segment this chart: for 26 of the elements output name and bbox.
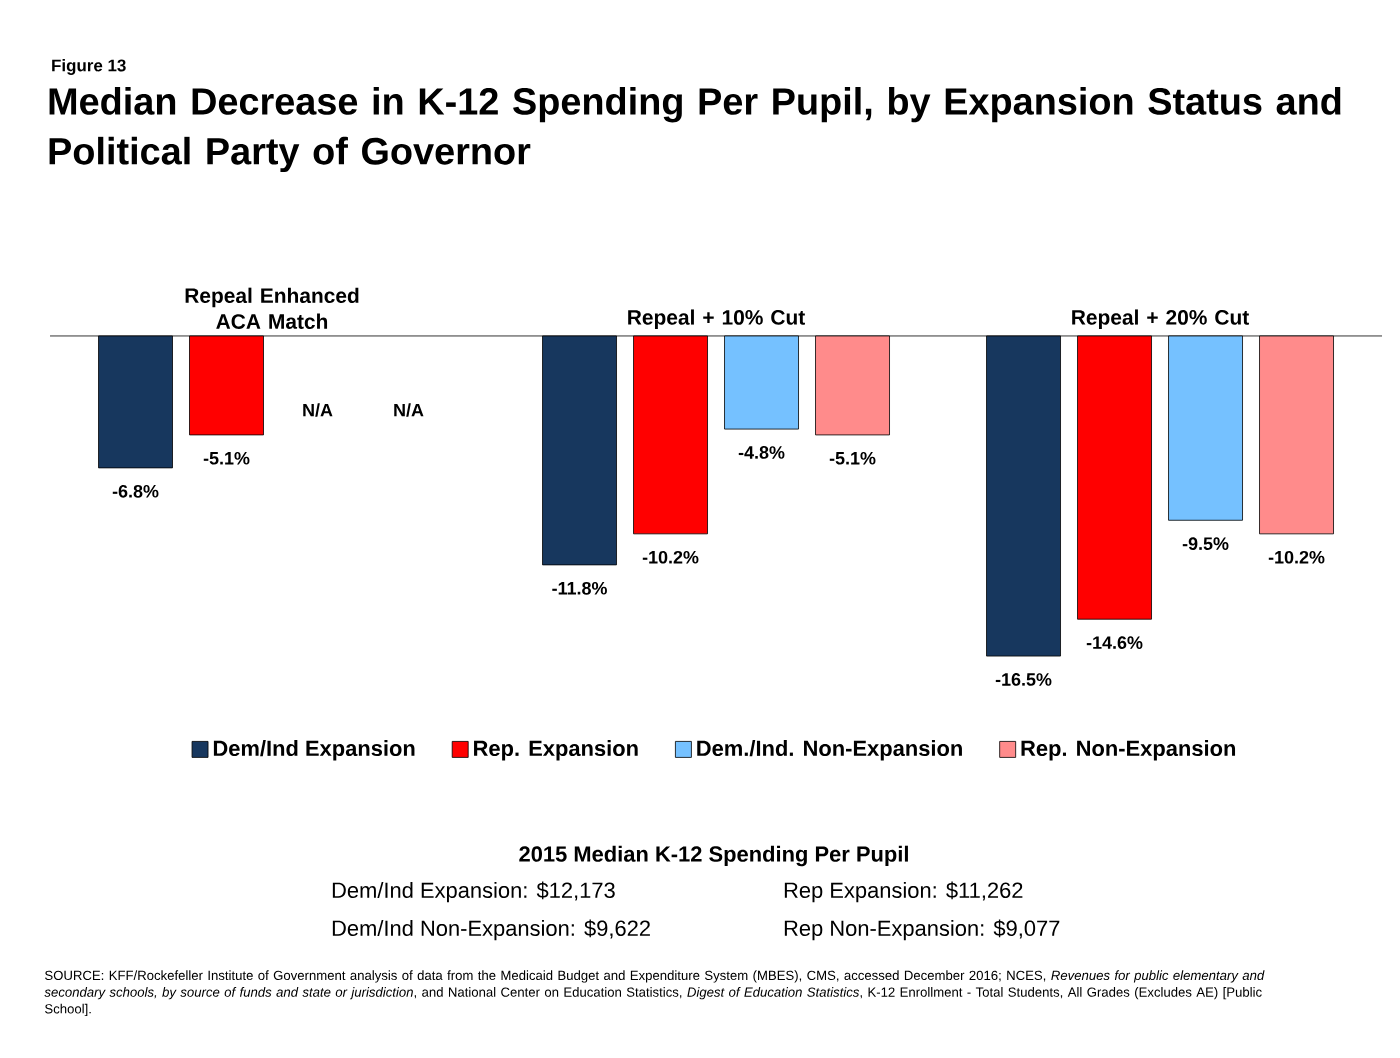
data-label: -16.5% — [995, 673, 1052, 686]
data-label: -14.6% — [1086, 636, 1143, 649]
text: Rep Expansion: $11,262 — [784, 881, 1023, 903]
data-label: -4.8% — [738, 446, 785, 459]
data-label: -11.8% — [552, 581, 607, 595]
legend-label: Rep. Non-Expansion — [1021, 739, 1236, 761]
data-label: -5.1% — [203, 451, 250, 465]
legend-label: Rep. Expansion — [474, 739, 638, 761]
x-tick-label: Repeal Enhanced ACA Match — [185, 287, 359, 329]
text: Dem/Ind Expansion: $12,173 — [332, 881, 615, 903]
text: N/A — [394, 403, 424, 417]
data-label: -6.8% — [112, 484, 159, 498]
x-tick-label: Repeal + 10% Cut — [628, 309, 805, 329]
chart-title: Median Decrease in K-12 Spending Per Pupil, by Expansion Status and Political Party of Governor — [49, 87, 1341, 173]
text: Rep Non-Expansion: $9,077 — [784, 919, 1060, 941]
legend-label: Dem/Ind Expansion — [213, 739, 415, 761]
legend-label: Dem./Ind. Non-Expansion — [697, 739, 962, 761]
x-tick-label: Repeal + 20% Cut — [1072, 309, 1249, 329]
data-label: -9.5% — [1182, 537, 1229, 551]
text: 2015 Median K-12 Spending Per Pupil — [519, 845, 908, 867]
data-label: -5.1% — [829, 451, 876, 465]
data-label: -10.2% — [1268, 550, 1325, 564]
data-label: -10.2% — [642, 550, 699, 564]
caption: Figure 13 — [52, 59, 126, 75]
text: Dem/Ind Non-Expansion: $9,622 — [332, 919, 650, 941]
text: N/A — [303, 403, 333, 417]
